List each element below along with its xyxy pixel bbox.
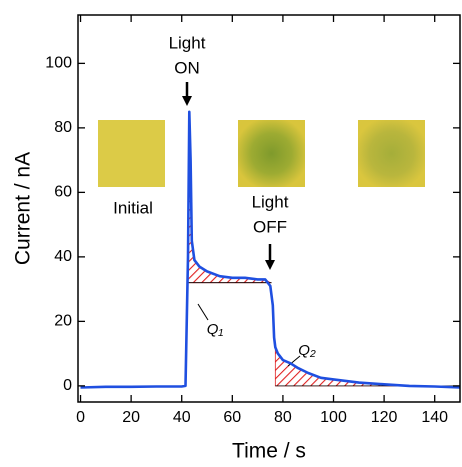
x-tick-label: 20 <box>122 409 140 426</box>
y-tick-label: 100 <box>45 55 72 72</box>
x-tick-label: 120 <box>371 409 398 426</box>
sample-on <box>238 120 305 187</box>
region-label: Q₂ <box>298 342 316 359</box>
plot-frame <box>77 14 461 403</box>
annotation-text: Initial <box>113 198 153 217</box>
y-tick-label: 80 <box>54 119 72 136</box>
x-tick-label: 40 <box>173 409 191 426</box>
x-axis-label: Time / s <box>232 440 306 463</box>
y-tick-label: 60 <box>54 184 72 201</box>
sample-initial <box>98 120 165 187</box>
x-tick-label: 60 <box>223 409 241 426</box>
annotation-text: Light <box>252 192 289 211</box>
y-axis-label: Current / nA <box>12 152 35 265</box>
y-tick-label: 20 <box>54 313 72 330</box>
arrow-head <box>182 96 192 106</box>
annotation-text: Light <box>169 33 206 52</box>
sample-off <box>358 120 425 187</box>
x-tick-label: 80 <box>274 409 292 426</box>
x-tick-label: 0 <box>76 409 85 426</box>
x-tick-label: 140 <box>421 409 448 426</box>
annotation-text: OFF <box>253 217 287 236</box>
annotation-text: ON <box>174 58 200 77</box>
y-tick-label: 40 <box>54 248 72 265</box>
arrow-head <box>265 260 275 270</box>
y-tick-label: 0 <box>63 377 72 394</box>
data-line <box>80 110 461 389</box>
region-label: Q₁ <box>207 321 224 338</box>
leader-line <box>197 303 209 321</box>
x-tick-label: 100 <box>320 409 347 426</box>
